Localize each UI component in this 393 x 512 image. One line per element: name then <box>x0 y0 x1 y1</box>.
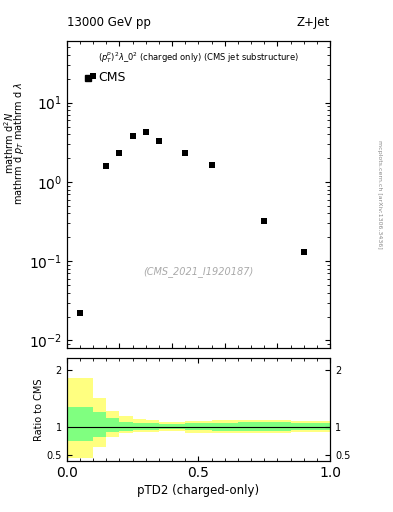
Bar <box>159 424 185 429</box>
Text: 13000 GeV pp: 13000 GeV pp <box>67 16 151 29</box>
Bar <box>264 420 291 434</box>
Bar <box>317 421 330 432</box>
Bar <box>93 413 106 437</box>
Text: (CMS_2021_I1920187): (CMS_2021_I1920187) <box>143 266 253 277</box>
Text: mcplots.cern.ch [arXiv:1306.3436]: mcplots.cern.ch [arXiv:1306.3436] <box>377 140 382 249</box>
Bar <box>133 419 146 432</box>
X-axis label: pTD2 (charged-only): pTD2 (charged-only) <box>138 484 259 497</box>
Bar <box>185 423 212 430</box>
Bar <box>80 378 93 458</box>
Bar <box>238 422 264 431</box>
Bar <box>80 407 93 441</box>
Bar <box>291 423 317 430</box>
Bar <box>119 422 133 431</box>
Text: $(p_T^p)^2\lambda\_0^2$ (charged only) (CMS jet substructure): $(p_T^p)^2\lambda\_0^2$ (charged only) (… <box>98 50 299 65</box>
Bar <box>264 422 291 431</box>
Bar <box>146 420 159 432</box>
Bar <box>67 378 80 458</box>
Bar <box>291 421 317 432</box>
Text: Z+Jet: Z+Jet <box>297 16 330 29</box>
Bar <box>133 423 146 430</box>
Y-axis label: Ratio to CMS: Ratio to CMS <box>34 378 44 441</box>
Bar <box>212 420 238 434</box>
Bar <box>146 423 159 430</box>
Text: CMS: CMS <box>98 71 126 84</box>
Bar <box>67 407 80 441</box>
Bar <box>212 423 238 431</box>
Bar <box>185 421 212 434</box>
Bar <box>106 411 119 437</box>
Bar <box>93 398 106 446</box>
Bar <box>238 420 264 434</box>
Bar <box>159 422 185 431</box>
Bar <box>106 418 119 432</box>
Text: $\mathrm{mathrm\ d}\ p_T\ \mathrm{mathrm\ d}\ \lambda$: $\mathrm{mathrm\ d}\ p_T\ \mathrm{mathrm… <box>12 81 26 205</box>
Bar <box>119 416 133 434</box>
Bar <box>317 423 330 430</box>
Text: $\mathrm{mathrm\ d}^2N$: $\mathrm{mathrm\ d}^2N$ <box>2 112 16 175</box>
